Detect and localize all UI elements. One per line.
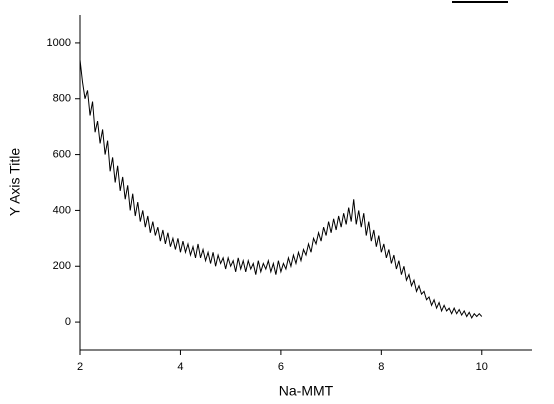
y-tick-label: 1000 [47, 37, 71, 49]
x-tick-label: 2 [77, 361, 83, 373]
x-tick-label: 8 [378, 361, 384, 373]
y-axis-title: Y Axis Title [7, 148, 23, 216]
y-tick-label: 400 [53, 204, 71, 216]
x-tick-label: 10 [476, 361, 488, 373]
y-tick-label: 800 [53, 93, 71, 105]
x-tick-label: 6 [278, 361, 284, 373]
y-tick-label: 600 [53, 148, 71, 160]
x-axis-title: Na-MMT [279, 383, 334, 399]
y-tick-label: 0 [65, 316, 71, 328]
y-tick-label: 200 [53, 260, 71, 272]
data-line [79, 59, 483, 319]
x-tick-label: 4 [177, 361, 183, 373]
